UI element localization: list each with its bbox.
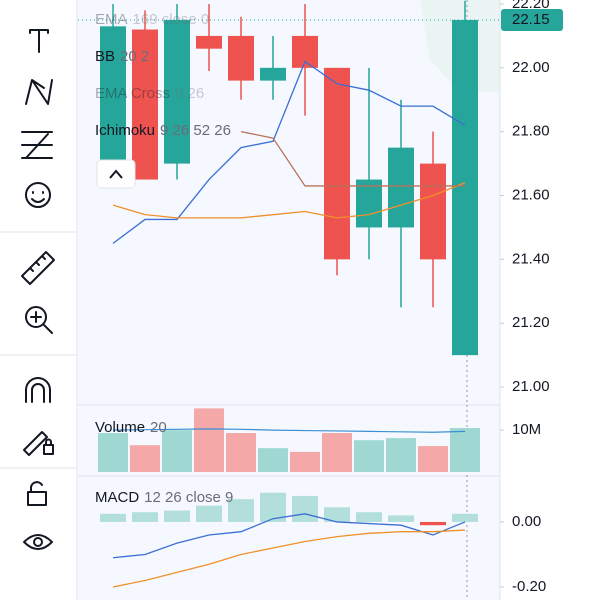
legend-params: 9 26: [175, 85, 204, 102]
ruler-tool[interactable]: [21, 251, 55, 285]
toolbar: [0, 0, 78, 600]
volume-bar: [130, 445, 160, 472]
legend-params: 20 2: [120, 48, 149, 65]
price-axis-label: 21.20: [512, 314, 550, 331]
macd-histogram-bar: [420, 521, 446, 526]
indicator-line: [112, 513, 466, 559]
macd-histogram-bar: [324, 507, 350, 522]
last-price-badge: [501, 8, 563, 31]
legend-params: 169 close 0: [133, 11, 210, 28]
text-tool[interactable]: [29, 29, 49, 53]
candle-body: [356, 179, 382, 228]
price-axis-label: 22.20: [512, 0, 550, 12]
macd-histogram-bar: [164, 510, 190, 522]
legend-name: MACD: [95, 489, 139, 506]
volume-bar: [194, 408, 224, 472]
candle-body: [452, 19, 478, 356]
candle-body: [132, 29, 158, 180]
candle-body: [260, 67, 286, 81]
indicator-line: [240, 131, 465, 187]
volume-bar: [258, 448, 288, 472]
legend-params: 20: [150, 419, 167, 436]
candle-body: [324, 67, 350, 260]
macd-histogram-bar: [452, 513, 478, 522]
lock-drawings-tool[interactable]: [23, 431, 54, 456]
macd-histogram-bar: [292, 495, 318, 522]
legend-params: 12 26 close 9: [144, 489, 233, 506]
indicator-line: [112, 529, 466, 588]
magnet-tool[interactable]: [25, 377, 51, 403]
legend-name: Ichimoku: [95, 122, 155, 139]
price-axis-label: 21.40: [512, 250, 550, 267]
volume-bar: [98, 433, 128, 472]
ichimoku-cloud: [300, 0, 500, 92]
volume-bar: [354, 440, 384, 472]
macd-histogram-bar: [196, 505, 222, 522]
legend-entry: Volume 20: [95, 419, 167, 436]
legend-name: BB: [95, 48, 115, 65]
macd-histogram-bar: [100, 513, 126, 522]
collapse-button: [96, 159, 136, 189]
price-axis-label: 10M: [512, 421, 541, 438]
volume-bar: [290, 451, 320, 472]
eye-pupil: [33, 537, 43, 547]
last-price-label: 22.15: [512, 11, 550, 28]
price-axis-label: -0.20: [512, 578, 546, 595]
macd-histogram-bar: [132, 512, 158, 522]
candle-body: [228, 35, 254, 81]
price-axis-label: 0.00: [512, 513, 541, 530]
macd-histogram-bar: [228, 499, 254, 522]
legend-entry: EMA 169 close 0: [95, 11, 209, 28]
indicator-line: [112, 428, 466, 433]
legend-name: EMA: [95, 11, 128, 28]
legend-name: Volume: [95, 419, 145, 436]
legend-name: EMA Cross: [95, 85, 170, 102]
price-axis-label: 21.60: [512, 186, 550, 203]
volume-bar: [162, 430, 192, 472]
legend-entry: EMA Cross 9 26: [95, 85, 204, 102]
zoom-glyph: [30, 311, 53, 334]
legend-params: 9 26 52 26: [160, 122, 231, 139]
macd-histogram-bar: [388, 515, 414, 522]
volume-bar: [322, 433, 352, 472]
candle-body: [388, 147, 414, 228]
candle-body: [100, 26, 126, 164]
candle-body: [420, 163, 446, 260]
collapse-chevron: [109, 169, 123, 179]
indicator-line: [112, 182, 466, 219]
pattern-tool[interactable]: [25, 79, 53, 105]
macd-histogram-bar: [356, 512, 382, 522]
indicator-line: [112, 60, 466, 244]
lock-tool[interactable]: [27, 481, 47, 506]
candle-body: [196, 35, 222, 49]
volume-bar: [386, 438, 416, 472]
zoom-tool[interactable]: [25, 306, 47, 328]
legend-entry: MACD 12 26 close 9: [95, 489, 233, 506]
fib-tool[interactable]: [21, 131, 53, 159]
volume-bar: [226, 433, 256, 472]
price-axis-label: 21.80: [512, 123, 550, 140]
candle-body: [164, 19, 190, 164]
price-axis-label: 21.00: [512, 378, 550, 395]
legend-entry: Ichimoku 9 26 52 26: [95, 122, 231, 139]
emoji-tool[interactable]: [25, 182, 51, 208]
volume-bar: [450, 428, 480, 472]
legend-entry: BB 20 2: [95, 48, 149, 65]
volume-bar: [418, 446, 448, 472]
visibility-tool[interactable]: [23, 534, 53, 550]
emoji-face: [31, 191, 45, 203]
price-axis-label: 22.00: [512, 59, 550, 76]
